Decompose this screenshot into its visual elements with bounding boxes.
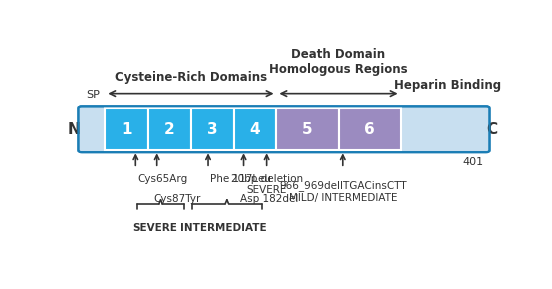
Bar — [277, 108, 401, 150]
Bar — [277, 108, 338, 150]
Text: Cys65Arg: Cys65Arg — [137, 174, 188, 184]
Text: 1: 1 — [121, 122, 132, 137]
Text: Cysteine-Rich Domains: Cysteine-Rich Domains — [115, 71, 267, 84]
Text: 6: 6 — [364, 122, 375, 137]
Bar — [233, 108, 277, 150]
Text: 4: 4 — [250, 122, 261, 137]
Text: INTERMEDIATE: INTERMEDIATE — [180, 223, 266, 233]
Text: 966_969delITGACinsCTT
MILD/ INTERMEDIATE: 966_969delITGACinsCTT MILD/ INTERMEDIATE — [279, 180, 407, 203]
Bar — [148, 108, 191, 150]
Bar — [338, 108, 401, 150]
Text: Death Domain
Homologous Regions: Death Domain Homologous Regions — [269, 48, 408, 76]
Text: 3: 3 — [207, 122, 217, 137]
Text: 20bp deletion
SEVERE: 20bp deletion SEVERE — [231, 174, 302, 195]
Bar — [105, 108, 148, 150]
FancyBboxPatch shape — [78, 106, 490, 152]
Text: 2: 2 — [164, 122, 175, 137]
Bar — [191, 108, 233, 150]
Text: N: N — [68, 122, 81, 137]
Text: C: C — [486, 122, 497, 137]
Text: Cys87Tyr: Cys87Tyr — [153, 194, 201, 204]
Text: Heparin Binding: Heparin Binding — [394, 79, 501, 92]
Text: Asp 182del: Asp 182del — [240, 194, 299, 204]
Text: Phe 117Leu: Phe 117Leu — [210, 174, 271, 184]
Text: SEVERE: SEVERE — [132, 223, 177, 233]
Text: SP: SP — [87, 90, 100, 100]
Bar — [105, 108, 277, 150]
Text: 401: 401 — [463, 157, 484, 166]
Text: 5: 5 — [302, 122, 313, 137]
